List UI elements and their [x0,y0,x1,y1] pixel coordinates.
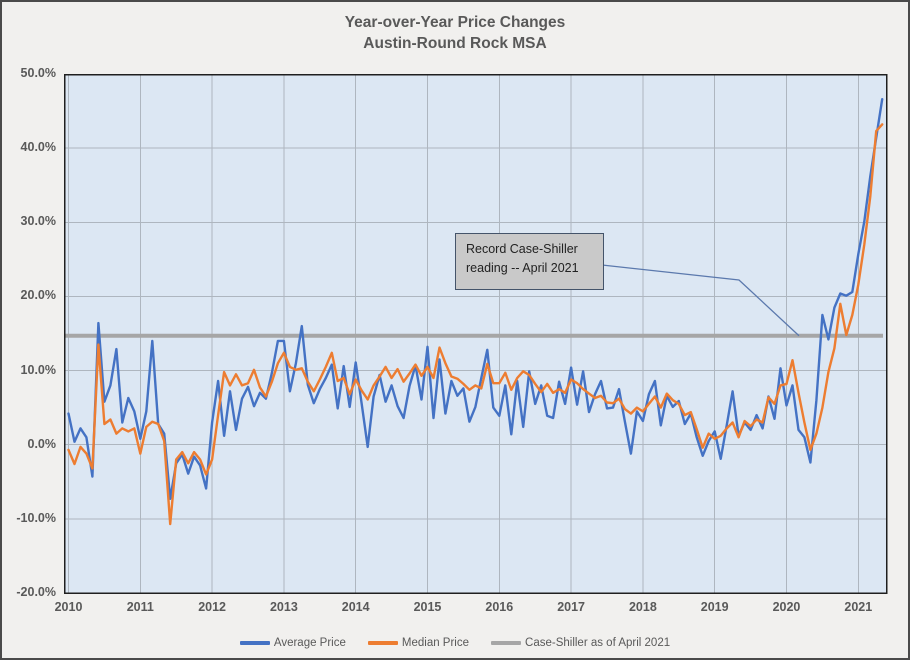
x-tick-label: 2014 [341,600,370,614]
x-tick-label: 2021 [844,600,873,614]
series-line-median-price [67,123,884,526]
y-tick-label: 50.0% [20,66,56,80]
annotation-leader-line [601,264,800,337]
legend-label: Median Price [401,637,470,649]
x-tick-label: 2012 [198,600,226,614]
x-tick-label: 2018 [628,600,657,614]
x-tick-label: 2011 [126,600,154,614]
y-tick-label: -20.0% [16,585,56,599]
y-tick-label: 40.0% [20,140,56,155]
annotation-line2: reading -- April 2021 [466,261,579,276]
legend-item-case-shiller-as-of-april-2021: Case-Shiller as of April 2021 [491,637,670,649]
y-tick-label: 10.0% [20,362,56,377]
price-chart-plot [64,74,888,594]
legend-item-average-price: Average Price [239,637,346,649]
x-tick-label: 2013 [269,600,298,614]
legend-swatch [239,641,270,645]
y-tick-label: -10.0% [16,510,56,525]
chart-title: Year-over-Year Price Changes Austin-Roun… [2,12,908,54]
legend-swatch [367,641,398,645]
y-tick-label: 30.0% [20,214,56,229]
annotation-callout: Record Case-Shiller reading -- April 202… [455,233,604,290]
x-tick-label: 2010 [54,600,83,614]
legend-swatch [491,641,522,645]
chart-legend: Average Price Median Price Case-Shiller as… [2,632,908,654]
series-line-average-price [67,98,884,500]
plot-border [64,74,888,594]
x-tick-label: 2016 [485,600,514,614]
x-tick-label: 2019 [700,600,729,614]
x-tick-label: 2017 [557,600,585,614]
chart-title-line2: Austin-Round Rock MSA [363,35,547,52]
annotation-line1: Record Case-Shiller [466,242,578,256]
y-tick-label: 0.0% [27,436,57,451]
legend-item-median-price: Median Price [367,637,470,649]
y-tick-label: 20.0% [20,288,56,303]
legend-label: Case-Shiller as of April 2021 [525,637,671,649]
x-tick-label: 2020 [772,600,801,614]
x-tick-label: 2015 [413,600,442,614]
legend-label: Average Price [273,637,346,649]
chart-title-line1: Year-over-Year Price Changes [344,14,566,31]
